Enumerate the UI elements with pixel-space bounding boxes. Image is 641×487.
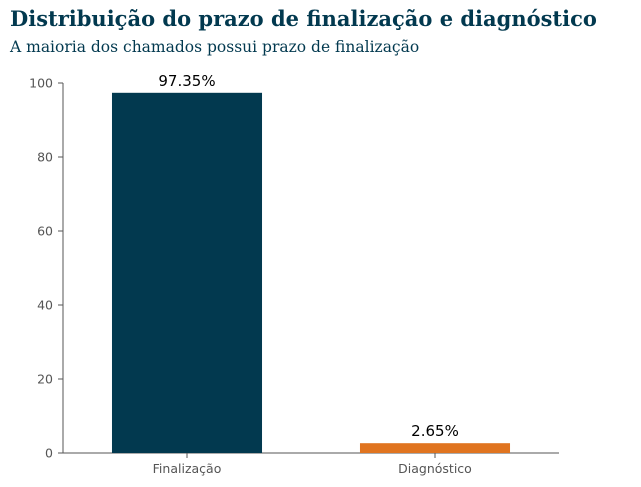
bar-diagnostico xyxy=(359,443,511,453)
x-axis: Finalização Diagnóstico xyxy=(63,452,559,476)
x-tick-label: Diagnóstico xyxy=(398,461,472,476)
y-tick-label: 100 xyxy=(29,76,53,91)
y-tick-label: 40 xyxy=(37,298,53,313)
y-tick-label: 0 xyxy=(45,446,53,461)
bar-finalizacao xyxy=(111,92,263,454)
y-tick-label: 80 xyxy=(37,150,53,165)
chart-subtitle: A maioria dos chamados possui prazo de f… xyxy=(10,38,420,56)
bar-value-label: 2.65% xyxy=(411,422,459,440)
data-labels: 97.35% 2.65% xyxy=(158,72,458,440)
y-tick-label: 20 xyxy=(37,372,53,387)
y-tick-label: 60 xyxy=(37,224,53,239)
bar-value-label: 97.35% xyxy=(158,72,215,90)
y-axis: 0 20 40 60 80 100 xyxy=(29,76,64,461)
bars xyxy=(111,92,511,454)
x-tick-label: Finalização xyxy=(153,461,222,476)
chart-title: Distribuição do prazo de finalização e d… xyxy=(10,6,597,31)
